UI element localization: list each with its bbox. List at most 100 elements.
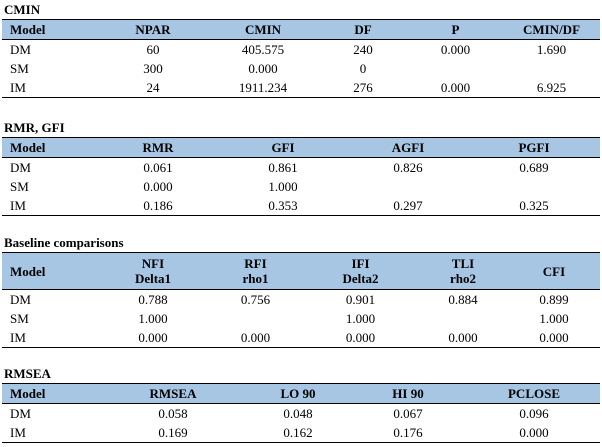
cell: 0.788 [138,292,168,307]
cell: 0 [359,61,367,76]
header-ifi: IFI Delta2 [303,252,418,290]
cell: 24 [98,78,208,98]
cell: 1.000 [268,179,298,194]
header-model: Model [2,383,98,404]
cell [408,59,503,78]
cell: 0.325 [468,196,600,216]
cell-model: SM [10,311,29,326]
cell-model: IM [2,196,98,216]
cell [468,177,600,196]
cell: 0.096 [519,406,549,421]
cell: 1.000 [539,311,569,326]
header-cmin-df: CMIN/DF [503,19,600,40]
cell: 240 [353,42,373,57]
table-row: SM 1.000 1.000 1.000 [2,309,600,328]
cell: 276 [318,78,408,98]
header-gfi: GFI [218,137,348,158]
cell-model: SM [10,61,29,76]
cell: 300 [143,61,163,76]
cell: 0.058 [158,406,188,421]
cell: 1.000 [345,311,376,326]
cell: 1911.234 [208,78,318,98]
cell: 0.689 [519,160,549,175]
header-agfi: AGFI [348,137,468,158]
cell: 0.000 [208,328,303,348]
cell [348,177,468,196]
cell-model: DM [10,160,31,175]
rmsea-section: RMSEA Model RMSEA LO 90 HI 90 PCLOSE DM … [0,366,602,443]
cell: 0.000 [418,328,508,348]
cell: 1.690 [536,42,567,57]
header-rfi: RFI rho1 [208,252,303,290]
header-rmr: RMR [98,137,218,158]
rmsea-table: Model RMSEA LO 90 HI 90 PCLOSE DM 0.058 … [2,383,600,443]
section-title: RMR, GFI [4,120,65,135]
cell-model: SM [10,179,29,194]
cell: 0.048 [283,406,313,421]
cmin-section: CMIN Model NPAR CMIN DF P CMIN/DF DM 60 … [0,2,602,98]
cell: 0.000 [468,423,600,443]
section-title: RMSEA [4,366,51,381]
section-title: CMIN [4,2,41,17]
cell [503,59,600,78]
cell-model: IM [2,423,98,443]
cell: 0.861 [268,160,298,175]
table-row: DM 0.061 0.861 0.826 0.689 [2,158,600,178]
cell: 0.000 [248,61,278,76]
cell [208,309,303,328]
cell: 1.000 [138,311,168,326]
cell: 0.000 [303,328,418,348]
header-nfi: NFI Delta1 [98,252,208,290]
table-row: IM 0.000 0.000 0.000 0.000 0.000 [2,328,600,348]
header-lo90: LO 90 [248,383,348,404]
cell-model: IM [2,328,98,348]
header-rmsea: RMSEA [98,383,248,404]
cell: 0.901 [345,292,376,307]
header-model: Model [2,252,98,290]
table-row: DM 60 405.575 240 0.000 1.690 [2,40,600,60]
cell: 0.826 [393,160,423,175]
section-title: Baseline comparisons [4,235,124,250]
cell: 0.000 [98,328,208,348]
cell: 0.186 [98,196,218,216]
header-pclose: PCLOSE [468,383,600,404]
rmr-gfi-section: RMR, GFI Model RMR GFI AGFI PGFI DM 0.06… [0,120,602,216]
cell: 0.297 [348,196,468,216]
cell-model: IM [2,78,98,98]
header-p: P [408,19,503,40]
header-pgfi: PGFI [468,137,600,158]
table-row: SM 0.000 1.000 [2,177,600,196]
cell: 0.000 [440,42,471,57]
table-row: IM 0.169 0.162 0.176 0.000 [2,423,600,443]
table-row: DM 0.788 0.756 0.901 0.884 0.899 [2,290,600,310]
cell: 0.756 [240,292,271,307]
cell: 0.176 [348,423,468,443]
baseline-comparisons-table: Model NFI Delta1 RFI rho1 IFI Delta2 TLI… [2,252,600,348]
cmin-table: Model NPAR CMIN DF P CMIN/DF DM 60 405.5… [2,19,600,98]
cell: 0.067 [393,406,423,421]
cell: 0.000 [408,78,503,98]
cell: 0.162 [248,423,348,443]
cell: 0.169 [98,423,248,443]
cell: 0.353 [218,196,348,216]
header-model: Model [2,19,98,40]
cell-model: DM [10,42,31,57]
table-row: SM 300 0.000 0 [2,59,600,78]
cell: 0.000 [143,179,173,194]
cell-model: DM [10,406,31,421]
header-cfi: CFI [508,252,600,290]
rmr-gfi-table: Model RMR GFI AGFI PGFI DM 0.061 0.861 0… [2,137,600,216]
cell: 0.884 [448,292,478,307]
cell-model: DM [10,292,31,307]
header-hi90: HI 90 [348,383,468,404]
table-row: IM 24 1911.234 276 0.000 6.925 [2,78,600,98]
header-cmin: CMIN [208,19,318,40]
cell [418,309,508,328]
cell: 0.061 [143,160,173,175]
header-tli: TLI rho2 [418,252,508,290]
cell: 60 [146,42,160,57]
header-model: Model [2,137,98,158]
table-row: IM 0.186 0.353 0.297 0.325 [2,196,600,216]
cell: 405.575 [241,42,285,57]
